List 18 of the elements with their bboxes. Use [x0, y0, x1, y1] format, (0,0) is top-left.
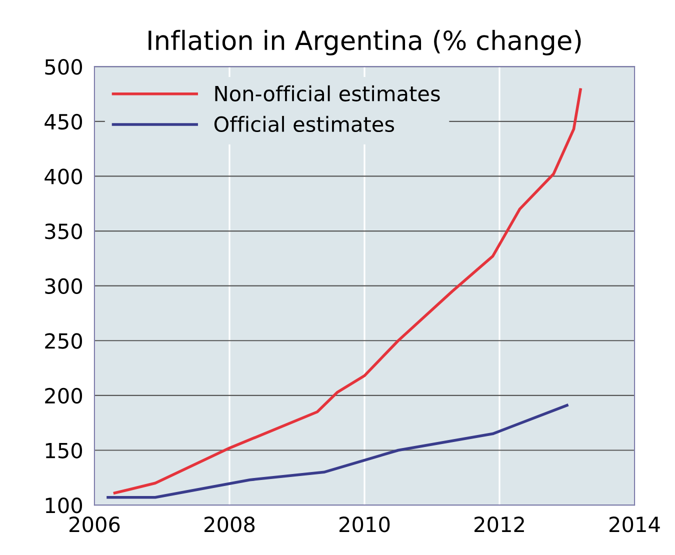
- legend-label: Official estimates: [214, 116, 394, 132]
- x-tick-label: 2006: [70, 516, 120, 532]
- x-tick-label: 2010: [340, 516, 390, 532]
- y-tick-label: 100: [46, 498, 82, 514]
- y-tick-label: 400: [44, 168, 82, 184]
- y-tick-label: 200: [45, 388, 82, 404]
- y-tick-label: 250: [45, 333, 82, 349]
- x-tick-label: 2012: [474, 516, 524, 532]
- line-series: [106, 404, 568, 499]
- y-tick-label: 500: [45, 59, 82, 75]
- y-tick-label: 350: [45, 223, 82, 240]
- x-tick-label: 2008: [204, 516, 255, 532]
- x-tick-label: 2014: [610, 516, 660, 532]
- y-tick-label: 150: [46, 442, 82, 458]
- y-tick-label: 300: [45, 278, 82, 294]
- y-tick-label: 450: [44, 114, 82, 130]
- legend-label: Non-official estimates: [215, 85, 440, 102]
- chart-title: Inflation in Argentina (% change): [148, 30, 581, 56]
